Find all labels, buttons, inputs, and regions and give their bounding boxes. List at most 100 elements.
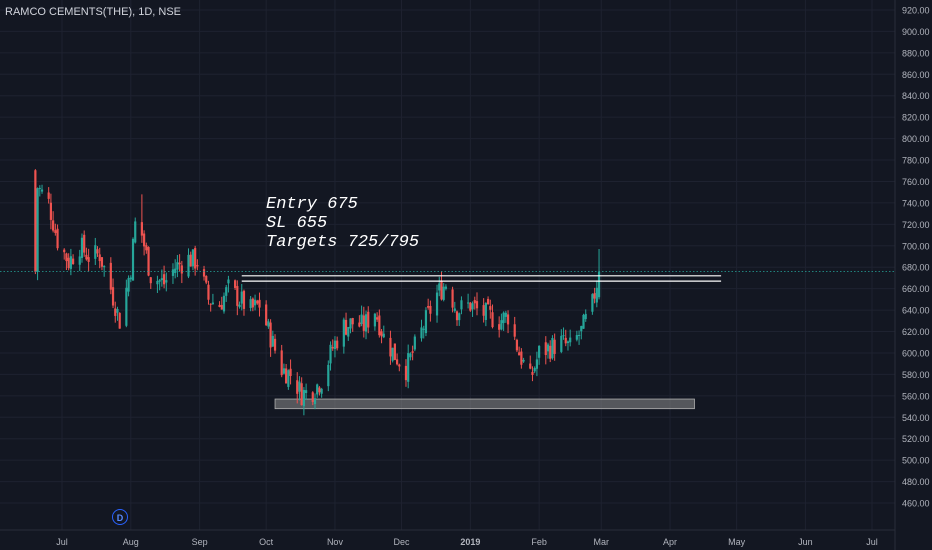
candle-body <box>282 368 286 374</box>
candle-body <box>87 257 90 262</box>
candle-body <box>360 314 363 324</box>
candle-body <box>389 337 392 357</box>
candle-body <box>236 286 239 306</box>
candle-body <box>577 335 581 337</box>
candle-body <box>156 280 159 285</box>
candle-body <box>191 249 195 267</box>
candle-body <box>451 289 454 308</box>
candle-body <box>85 254 88 260</box>
x-tick-label: Feb <box>531 537 547 547</box>
candle-body <box>566 341 570 344</box>
candle-body <box>225 287 228 296</box>
candle-body <box>429 305 432 314</box>
y-tick-label: 500.00 <box>902 456 930 466</box>
candle-body <box>100 257 104 267</box>
candle-body <box>407 353 410 382</box>
candle-body <box>506 314 510 325</box>
candle-body <box>515 339 519 351</box>
candle-body <box>502 312 505 324</box>
candle-body <box>469 302 472 311</box>
candle-body <box>442 286 445 300</box>
candle-body <box>187 254 190 277</box>
candle-body <box>460 300 463 310</box>
candle-body <box>67 257 70 269</box>
candle-body <box>473 300 476 304</box>
candle-body <box>358 322 361 327</box>
candle-body <box>63 249 66 253</box>
candle-body <box>504 312 507 317</box>
candle-body <box>209 303 212 305</box>
candle-body <box>222 295 226 312</box>
candle-body <box>109 262 112 290</box>
candle-body <box>287 370 290 387</box>
candle-body <box>273 338 277 351</box>
candle-body <box>424 310 428 334</box>
candle-body <box>411 351 414 353</box>
candle-body <box>160 278 163 281</box>
candle-body <box>96 249 99 254</box>
y-tick-label: 540.00 <box>902 413 930 423</box>
candle-body <box>83 234 86 253</box>
trade-annotation: Entry 675 SL 655 Targets 725/795 <box>266 195 419 252</box>
candle-body <box>562 335 565 337</box>
dividend-badge[interactable]: D <box>112 509 128 525</box>
symbol-title: RAMCO CEMENTS(THE), 1D, NSE <box>5 6 182 18</box>
candle-body <box>404 365 408 381</box>
candle-body <box>149 277 152 284</box>
y-tick-label: 700.00 <box>902 241 930 251</box>
candle-body <box>118 312 121 329</box>
candle-body <box>482 305 485 316</box>
y-tick-label: 460.00 <box>902 499 930 509</box>
y-tick-label: 860.00 <box>902 70 930 80</box>
candle-body <box>362 315 365 331</box>
candle-body <box>455 311 459 321</box>
candle-body <box>296 380 299 394</box>
candle-body <box>438 283 441 291</box>
candle-body <box>318 387 321 393</box>
candle-body <box>458 313 461 321</box>
candle-body <box>47 192 50 199</box>
candle-body <box>211 302 215 304</box>
candle-body <box>52 220 55 231</box>
candle-body <box>564 337 567 344</box>
candle-body <box>347 326 350 337</box>
candle-body <box>300 383 303 406</box>
candle-body <box>233 280 237 288</box>
candle-body <box>489 306 492 310</box>
candle-body <box>116 308 119 313</box>
candle-body <box>56 228 59 249</box>
candle-body <box>171 269 175 276</box>
x-tick-label: Mar <box>594 537 610 547</box>
candle-body <box>344 319 348 335</box>
candle-body <box>131 238 135 281</box>
candle-body <box>134 221 137 243</box>
candle-body <box>313 398 317 405</box>
candle-body <box>34 170 37 272</box>
candle-body <box>242 290 246 309</box>
candle-body <box>80 237 84 258</box>
candle-body <box>65 253 68 262</box>
candle-body <box>364 314 368 332</box>
y-tick-label: 480.00 <box>902 477 930 487</box>
candle-body <box>538 345 541 358</box>
annotation-entry: Entry 675 <box>266 195 358 214</box>
candle-body <box>256 300 259 304</box>
candle-body <box>342 319 345 347</box>
candle-body <box>378 315 381 336</box>
candle-body <box>382 333 385 338</box>
x-tick-label: Jul <box>866 537 878 547</box>
candle-body <box>218 304 221 307</box>
candle-body <box>500 320 503 330</box>
candle-body <box>174 268 177 274</box>
y-tick-label: 720.00 <box>902 220 930 230</box>
y-tick-label: 520.00 <box>902 434 930 444</box>
candle-body <box>251 298 254 308</box>
candle-body <box>413 336 416 350</box>
candle-body <box>280 350 283 376</box>
candle-body <box>549 345 552 359</box>
candle-body <box>145 245 148 251</box>
candle-body <box>522 359 525 362</box>
